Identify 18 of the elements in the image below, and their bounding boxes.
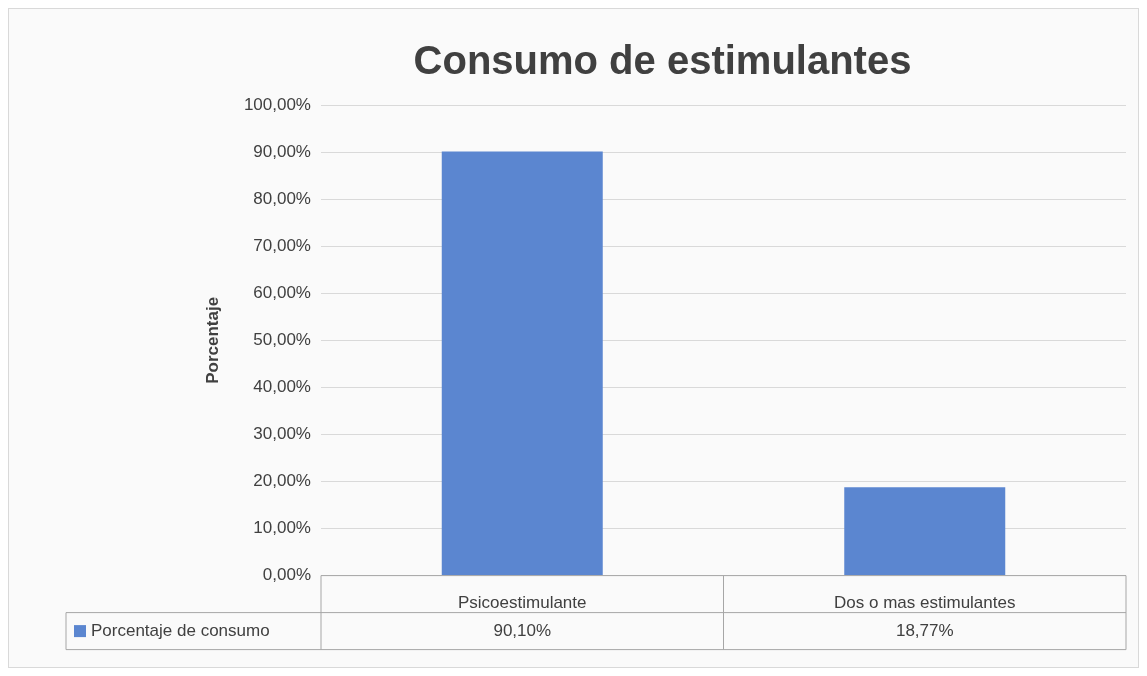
y-tick-label: 10,00%: [253, 518, 311, 538]
x-tick-label: Psicoestimulante: [457, 593, 587, 613]
y-tick-label: 0,00%: [262, 565, 311, 585]
y-tick-label: 60,00%: [253, 282, 311, 302]
y-tick-label: 70,00%: [253, 235, 311, 255]
data-label: 18,77%: [895, 620, 954, 640]
y-tick-label: 100,00%: [243, 94, 311, 114]
y-tick-label: 30,00%: [253, 424, 311, 444]
data-label: 90,10%: [493, 620, 552, 640]
legend-label: Porcentaje de consumo: [91, 620, 270, 640]
y-tick-label: 50,00%: [253, 329, 311, 349]
chart-title: Consumo de estimulantes: [413, 38, 912, 83]
y-axis-title: Porcentaje: [202, 296, 222, 384]
y-tick-label: 40,00%: [253, 377, 311, 397]
y-tick-label: 20,00%: [253, 471, 311, 491]
y-tick-label: 80,00%: [253, 188, 311, 208]
x-tick-label: Dos o mas estimulantes: [834, 593, 1016, 613]
y-tick-label: 90,00%: [253, 141, 311, 161]
